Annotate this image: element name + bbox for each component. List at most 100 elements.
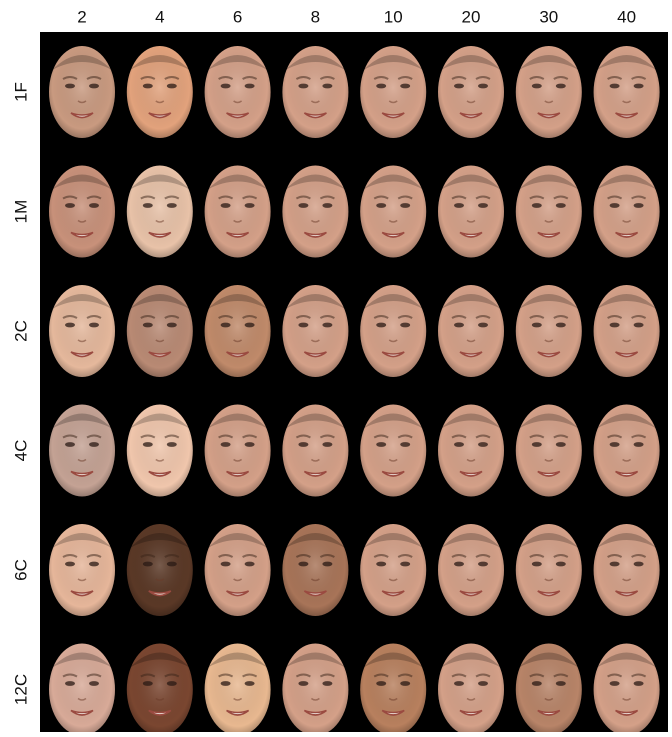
face-shading <box>49 46 115 138</box>
face-hairline <box>596 652 657 668</box>
face-brow <box>62 195 102 200</box>
face-brow <box>607 315 647 319</box>
face-brow <box>451 76 491 80</box>
face <box>515 404 582 497</box>
face-mouth <box>615 709 639 716</box>
image-background <box>40 32 668 732</box>
face-shading <box>438 285 504 377</box>
face-mouth <box>226 590 250 597</box>
face-eye <box>166 322 177 328</box>
face-mouth <box>303 590 327 597</box>
face-mouth <box>381 112 405 119</box>
face-brow <box>373 315 413 319</box>
face-nose <box>544 100 554 104</box>
face-shading <box>126 165 193 258</box>
face-eye <box>478 442 488 447</box>
face-eye <box>244 442 255 447</box>
face-shading <box>515 524 582 616</box>
row-label: 1F <box>11 82 30 102</box>
face-eye <box>454 442 464 447</box>
face <box>49 524 115 616</box>
face-eye <box>244 322 255 328</box>
face-brow <box>607 673 647 678</box>
face-hairline <box>129 55 190 70</box>
face-eye <box>555 561 566 567</box>
face-shading <box>593 285 660 377</box>
face-nose <box>155 697 165 701</box>
face <box>515 165 582 258</box>
face <box>49 165 115 258</box>
face-mouth <box>459 470 483 477</box>
face-shading <box>282 404 349 497</box>
face <box>593 46 660 138</box>
face-brow <box>218 434 258 439</box>
column-label: 10 <box>384 7 403 26</box>
face-eye <box>400 83 411 89</box>
face-nose <box>155 100 165 104</box>
face-shading <box>49 643 115 736</box>
face <box>126 404 193 497</box>
face-eye <box>65 203 75 208</box>
face <box>49 285 115 377</box>
face-eye <box>609 681 620 686</box>
face-hairline <box>285 533 346 548</box>
face-mouth <box>226 351 250 358</box>
face-eye <box>220 322 231 328</box>
face-hairline <box>207 55 268 70</box>
face-eye <box>322 83 333 89</box>
face-shading <box>360 46 427 138</box>
face-brow <box>218 673 258 678</box>
face-brow <box>218 195 258 200</box>
face-eye <box>298 442 309 447</box>
face-hairline <box>285 55 346 70</box>
face-mouth <box>148 112 172 119</box>
face-mouth <box>381 231 405 238</box>
face-eye <box>166 203 177 208</box>
face-hairline <box>441 533 501 548</box>
face-hairline <box>441 174 501 190</box>
face <box>204 165 271 258</box>
face <box>360 643 427 736</box>
face-eye <box>244 681 255 686</box>
face-nose <box>77 100 87 104</box>
face-nose <box>544 697 554 701</box>
face-mouth <box>381 709 405 716</box>
face-eye <box>633 203 644 208</box>
face <box>593 285 660 377</box>
face-hairline <box>207 294 268 309</box>
face-brow <box>140 76 180 80</box>
face <box>593 165 660 258</box>
face-mouth <box>148 590 172 597</box>
face-mouth <box>70 709 94 716</box>
face-eye <box>478 681 488 686</box>
face-hairline <box>363 652 424 668</box>
face-hairline <box>518 652 579 668</box>
face-eye <box>322 203 333 208</box>
face-nose <box>466 697 476 701</box>
face-eye <box>166 442 177 447</box>
face-mouth <box>70 470 94 477</box>
face-mouth <box>148 351 172 358</box>
face-brow <box>62 434 102 439</box>
face-hairline <box>518 533 579 548</box>
face-eye <box>400 203 411 208</box>
face-brow <box>140 434 180 439</box>
face-mouth <box>615 112 639 119</box>
face-nose <box>155 339 165 343</box>
face-eye <box>298 203 309 208</box>
face-hairline <box>207 533 268 548</box>
face-mouth <box>459 231 483 238</box>
face <box>49 404 115 497</box>
face-mouth <box>226 709 250 716</box>
column-label: 20 <box>462 7 481 26</box>
face-eye <box>220 83 231 89</box>
face-eye <box>400 681 411 686</box>
face <box>126 46 193 138</box>
face-eye <box>454 322 464 328</box>
face-eye <box>65 322 75 328</box>
face <box>204 643 271 736</box>
face-mouth <box>226 112 250 119</box>
face-mouth <box>226 470 250 477</box>
face-mouth <box>537 470 561 477</box>
